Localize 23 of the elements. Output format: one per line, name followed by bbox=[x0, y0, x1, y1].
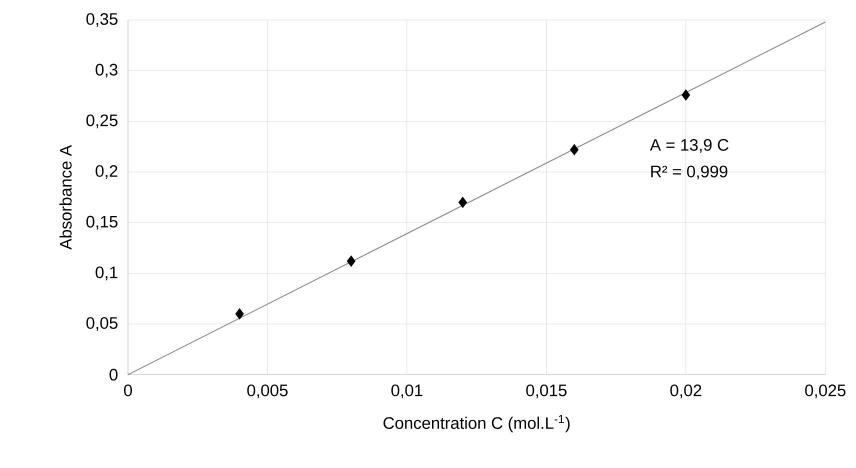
x-tick-label: 0,01 bbox=[391, 384, 422, 398]
y-tick-label: 0,05 bbox=[86, 317, 118, 331]
point bbox=[682, 89, 690, 101]
x-tick-label: 0,02 bbox=[670, 384, 702, 398]
point bbox=[346, 256, 356, 267]
y-axis-title: Absorbance A bbox=[59, 145, 72, 250]
point bbox=[458, 196, 467, 208]
x-axis-title: Concentration C (mol.L$^{-1}$) bbox=[384, 414, 570, 432]
annotation: R² = 0,999 bbox=[651, 166, 728, 180]
point bbox=[570, 144, 579, 156]
y-tick-label: 0,25 bbox=[86, 114, 118, 128]
y-tick-label: 0,2 bbox=[96, 165, 118, 179]
y-tick-label: 0 bbox=[110, 368, 118, 381]
y-tick-label: 0,15 bbox=[86, 216, 118, 230]
annotation: A = 13,9 C bbox=[650, 139, 728, 153]
y-tick-label: 0,3 bbox=[96, 64, 118, 78]
x-tick-label: 0,005 bbox=[247, 384, 288, 398]
y-tick-label: 0,35 bbox=[86, 13, 118, 27]
y-tick-label: 0,1 bbox=[96, 266, 118, 280]
x-tick-label: 0,025 bbox=[805, 384, 846, 398]
x-tick-label: 0 bbox=[124, 384, 132, 396]
point bbox=[235, 308, 244, 320]
x-tick-label: 0,015 bbox=[526, 384, 567, 398]
